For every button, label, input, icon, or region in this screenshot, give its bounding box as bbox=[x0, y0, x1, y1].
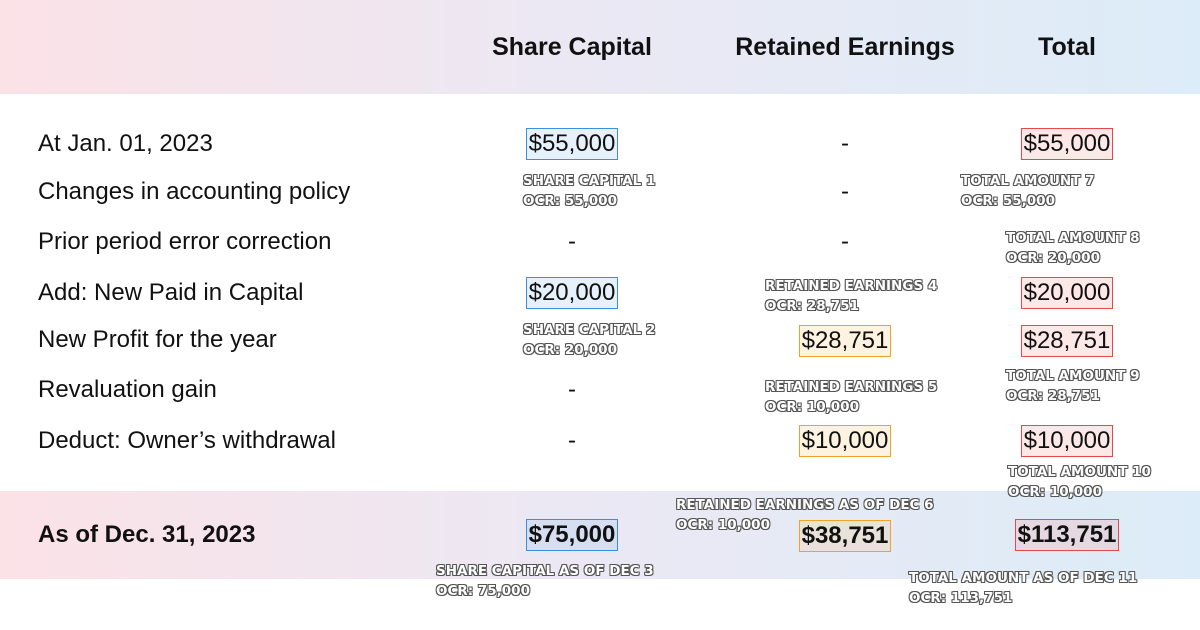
total-value: $10,000 bbox=[1020, 425, 1114, 457]
retained-earnings-closing-value: $38,751 bbox=[798, 520, 892, 552]
retained-earnings-cell: - bbox=[841, 228, 849, 255]
ocr-annotation: TOTAL AMOUNT AS OF DEC 11 OCR: 113,751 bbox=[909, 570, 1138, 606]
ocr-annotation: SHARE CAPITAL AS OF DEC 3 OCR: 75,000 bbox=[436, 563, 654, 599]
column-header-share-capital: Share Capital bbox=[492, 33, 652, 61]
header-band bbox=[0, 0, 1200, 94]
ocr-annotation: TOTAL AMOUNT 7 OCR: 55,000 bbox=[961, 173, 1095, 209]
ocr-annotation: RETAINED EARNINGS 4 OCR: 28,751 bbox=[765, 278, 938, 314]
total-value: $55,000 bbox=[1020, 128, 1114, 160]
row-label: Deduct: Owner’s withdrawal bbox=[38, 427, 336, 454]
row-label: Changes in accounting policy bbox=[38, 178, 351, 205]
ocr-annotation: SHARE CAPITAL 2 OCR: 20,000 bbox=[523, 322, 656, 358]
share-capital-closing-value: $75,000 bbox=[525, 519, 619, 551]
share-capital-cell: - bbox=[568, 427, 576, 454]
ocr-annotation: TOTAL AMOUNT 8 OCR: 20,000 bbox=[1006, 230, 1140, 266]
retained-earnings-cell: $10,000 bbox=[745, 425, 945, 457]
total-closing-value: $113,751 bbox=[1014, 519, 1120, 551]
row-label: Prior period error correction bbox=[38, 228, 332, 255]
retained-earnings-cell: - bbox=[841, 130, 849, 157]
total-cell: $55,000 bbox=[967, 128, 1167, 160]
share-capital-cell: $55,000 bbox=[472, 128, 672, 160]
share-capital-value: $55,000 bbox=[525, 128, 619, 160]
closing-row-label: As of Dec. 31, 2023 bbox=[38, 521, 256, 548]
row-label: New Profit for the year bbox=[38, 326, 277, 353]
column-header-retained-earnings: Retained Earnings bbox=[735, 33, 955, 61]
column-header-total: Total bbox=[1038, 33, 1096, 61]
ocr-annotation: SHARE CAPITAL 1 OCR: 55,000 bbox=[523, 173, 656, 209]
total-closing-cell: $113,751 bbox=[967, 519, 1167, 551]
ocr-annotation: TOTAL AMOUNT 9 OCR: 28,751 bbox=[1006, 368, 1140, 404]
ocr-annotation: RETAINED EARNINGS AS OF DEC 6 OCR: 10,000 bbox=[676, 497, 934, 533]
retained-earnings-closing-cell: $38,751 bbox=[745, 520, 945, 552]
retained-earnings-value: $28,751 bbox=[798, 325, 892, 357]
share-capital-cell: $20,000 bbox=[472, 277, 672, 309]
total-value: $28,751 bbox=[1020, 325, 1114, 357]
retained-earnings-value: $10,000 bbox=[798, 425, 892, 457]
share-capital-cell: - bbox=[568, 376, 576, 403]
row-label: Add: New Paid in Capital bbox=[38, 279, 304, 306]
share-capital-closing-cell: $75,000 bbox=[472, 519, 672, 551]
total-value: $20,000 bbox=[1020, 277, 1114, 309]
retained-earnings-cell: - bbox=[841, 178, 849, 205]
total-cell: $20,000 bbox=[967, 277, 1167, 309]
total-cell: $10,000 bbox=[967, 425, 1167, 457]
ocr-annotation: TOTAL AMOUNT 10 OCR: 10,000 bbox=[1008, 464, 1151, 500]
share-capital-cell: - bbox=[568, 228, 576, 255]
share-capital-value: $20,000 bbox=[525, 277, 619, 309]
total-cell: $28,751 bbox=[967, 325, 1167, 357]
ocr-annotation: RETAINED EARNINGS 5 OCR: 10,000 bbox=[765, 379, 938, 415]
closing-balance-band bbox=[0, 491, 1200, 579]
row-label: Revaluation gain bbox=[38, 376, 217, 403]
row-label: At Jan. 01, 2023 bbox=[38, 130, 213, 157]
retained-earnings-cell: $28,751 bbox=[745, 325, 945, 357]
